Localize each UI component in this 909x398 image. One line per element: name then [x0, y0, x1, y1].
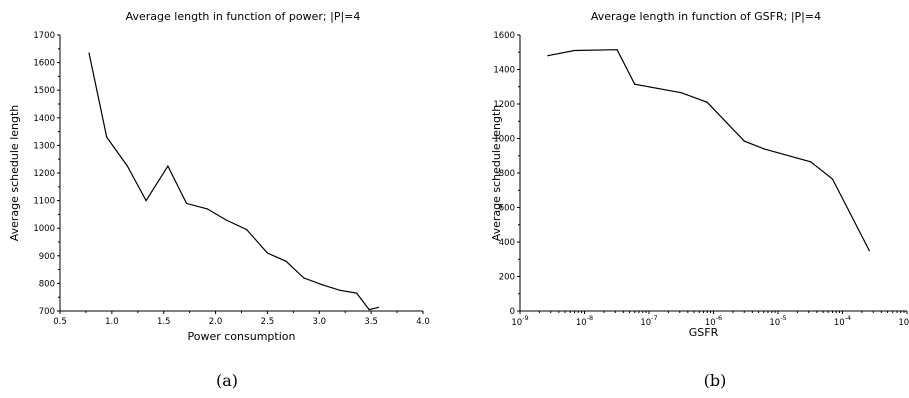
data-point: [303, 277, 305, 279]
data-point: [547, 55, 549, 57]
y-tick-label: 0: [510, 307, 515, 317]
x-tick-label: 1.5: [157, 317, 171, 327]
data-point: [680, 92, 683, 94]
x-tick-label: 4.0: [416, 317, 430, 327]
y-tick-label: 1400: [33, 114, 55, 124]
x-tick-label: 10-9: [511, 314, 528, 328]
data-point: [377, 306, 380, 309]
panel-caption: (a): [216, 371, 238, 390]
data-point: [126, 165, 129, 167]
y-tick-label: 1100: [33, 197, 55, 207]
data-point: [106, 136, 108, 138]
x-tick-base: 10: [898, 318, 909, 328]
y-tick-label: 800: [499, 169, 515, 179]
data-point: [339, 289, 341, 291]
data-point: [266, 252, 269, 254]
x-tick-base: 10: [511, 318, 522, 328]
x-tick-base: 10: [769, 318, 780, 328]
x-tick-base: 10: [705, 318, 716, 328]
x-tick-exponent: -8: [587, 314, 593, 322]
chart-title: Average length in function of power; |P|…: [126, 10, 361, 23]
data-point: [285, 260, 287, 262]
data-point: [743, 140, 745, 142]
y-tick-label: 1400: [493, 66, 515, 76]
y-tick-label: 1300: [33, 141, 55, 151]
data-point: [206, 208, 208, 210]
x-tick-label: 1.0: [105, 317, 119, 327]
x-tick-label: 10-3: [898, 314, 909, 328]
chart-b: Average length in function of GSFR; |P|=…: [490, 10, 909, 390]
y-tick-label: 400: [499, 238, 515, 248]
x-tick-label: 2.0: [209, 317, 223, 327]
x-tick-label: 0.5: [53, 317, 67, 327]
chart-title: Average length in function of GSFR; |P|=…: [591, 10, 821, 23]
x-tick-label: 3.0: [313, 317, 327, 327]
chart-a: Average length in function of power; |P|…: [8, 10, 430, 390]
x-tick-exponent: -6: [716, 314, 722, 322]
y-tick-label: 900: [39, 252, 55, 262]
data-point: [145, 200, 147, 202]
y-tick-label: 700: [39, 307, 55, 317]
data-point: [706, 101, 708, 103]
x-axis-label: Power consumption: [188, 330, 296, 343]
y-axis-label: Average schedule length: [490, 105, 503, 242]
x-tick-label: 3.5: [364, 317, 378, 327]
y-tick-label: 1200: [33, 169, 55, 179]
data-point: [368, 309, 370, 311]
data-point: [88, 52, 90, 54]
y-tick-label: 600: [499, 204, 515, 214]
y-tick-label: 1700: [33, 31, 55, 41]
data-point: [634, 83, 636, 85]
data-point: [573, 49, 576, 52]
x-tick-label: 10-7: [640, 314, 657, 328]
data-point: [185, 202, 188, 204]
x-tick-label: 10-6: [705, 314, 722, 328]
x-tick-base: 10: [640, 318, 651, 328]
data-point: [356, 292, 358, 294]
data-point: [868, 250, 870, 252]
y-tick-label: 1200: [493, 100, 515, 110]
data-point: [763, 148, 765, 150]
y-tick-label: 1600: [33, 59, 55, 69]
x-tick-label: 10-5: [769, 314, 786, 328]
data-point: [809, 161, 812, 163]
y-axis-label: Average schedule length: [8, 105, 21, 242]
x-tick-label: 10-8: [576, 314, 593, 328]
y-tick-label: 1000: [493, 135, 515, 145]
y-tick-label: 1500: [33, 86, 55, 96]
x-tick-exponent: -5: [780, 314, 786, 322]
data-point: [831, 178, 834, 180]
data-point: [167, 165, 169, 167]
x-axis-label: GSFR: [689, 326, 719, 339]
x-tick-base: 10: [576, 318, 587, 328]
x-tick-base: 10: [834, 318, 845, 328]
data-point: [616, 49, 618, 51]
series-line: [547, 49, 870, 251]
x-tick-exponent: -7: [651, 314, 657, 322]
y-tick-label: 200: [499, 273, 515, 283]
y-tick-label: 1000: [33, 224, 55, 234]
series-line: [88, 52, 379, 311]
data-point: [225, 219, 227, 221]
data-point: [246, 228, 248, 231]
y-tick-label: 800: [39, 279, 55, 289]
x-tick-exponent: -9: [522, 314, 528, 322]
x-tick-exponent: -4: [845, 314, 851, 322]
y-tick-label: 1600: [493, 31, 515, 41]
data-point: [321, 284, 323, 286]
x-tick-label: 2.5: [261, 317, 275, 327]
x-tick-label: 10-4: [834, 314, 851, 328]
panel-caption: (b): [704, 371, 727, 390]
